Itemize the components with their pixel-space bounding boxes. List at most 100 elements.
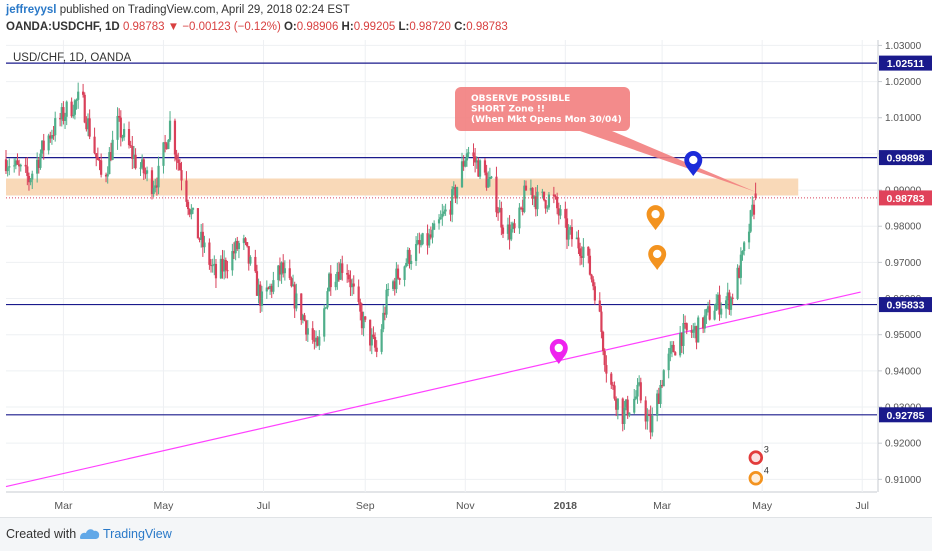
candle	[278, 257, 282, 282]
candle	[255, 264, 259, 296]
candle-body	[454, 186, 457, 199]
candle-body	[231, 251, 234, 271]
candle	[162, 142, 165, 174]
candle	[237, 240, 241, 259]
candle-body	[362, 316, 365, 329]
short-zone	[6, 178, 799, 196]
candle-body	[295, 293, 298, 309]
candle-body	[644, 400, 647, 422]
candle-body	[214, 263, 218, 279]
candle	[257, 278, 260, 304]
candle-body	[731, 297, 734, 299]
candle	[465, 148, 469, 167]
candle	[341, 255, 344, 281]
candle	[311, 321, 314, 344]
tradingview-brand[interactable]: TradingView	[103, 527, 172, 541]
candle	[13, 158, 16, 173]
candle-body	[395, 268, 398, 290]
candle-body	[392, 281, 395, 289]
price-tag-bg	[879, 297, 932, 313]
candle	[8, 158, 11, 176]
candle	[154, 178, 157, 193]
candle-body	[178, 162, 181, 171]
candle-body	[351, 283, 354, 288]
candle	[47, 133, 50, 155]
candle	[542, 191, 546, 202]
x-tick-label: Jul	[856, 500, 869, 512]
candle	[639, 377, 642, 404]
callout-box	[455, 87, 630, 131]
candle-body	[490, 176, 493, 178]
candle-body	[611, 384, 615, 386]
candle-body	[380, 329, 383, 352]
callout-text-line: OBSERVE POSSIBLE	[471, 94, 570, 104]
candle	[232, 242, 236, 260]
candle	[590, 273, 593, 283]
candle	[580, 246, 583, 265]
candle	[669, 341, 672, 362]
callout-text-line: (When Mkt Opens Mon 30/04)	[471, 115, 622, 125]
candle-body	[359, 301, 362, 312]
candle	[280, 261, 283, 284]
author-link[interactable]: jeffreyysl	[6, 4, 57, 16]
candle	[567, 224, 570, 247]
orange-marker-pin-icon	[648, 244, 667, 270]
candle	[587, 246, 590, 264]
candle	[119, 110, 122, 147]
candle-body	[209, 264, 213, 266]
candle-body	[278, 265, 282, 275]
candle-body	[646, 415, 649, 422]
candle	[659, 380, 662, 408]
candle-body	[570, 227, 574, 240]
candle-body	[474, 156, 477, 163]
tradingview-logo-icon[interactable]	[79, 526, 101, 542]
candle	[268, 283, 272, 295]
candle-body	[410, 260, 413, 265]
candle-body	[382, 312, 385, 330]
level-price-tag: 0.99898	[879, 150, 932, 166]
candle-body	[116, 115, 119, 140]
price-tag-bg	[879, 55, 932, 71]
candle-body	[501, 227, 505, 234]
candle	[150, 167, 154, 200]
candle	[547, 191, 551, 210]
candle-body	[626, 399, 629, 416]
candle	[506, 217, 510, 241]
candle-body	[408, 249, 411, 265]
published-text: published on TradingView.com, April 29, …	[59, 4, 350, 16]
candle-body	[370, 334, 373, 346]
candle	[418, 232, 421, 254]
candle	[314, 330, 318, 348]
candle	[426, 224, 429, 255]
level-price-tag: 1.02511	[879, 55, 932, 71]
candle	[683, 315, 687, 329]
candle	[288, 259, 291, 281]
candle-body	[387, 288, 390, 290]
candle	[196, 208, 200, 239]
candle	[369, 319, 372, 352]
candle	[383, 306, 387, 321]
candle	[441, 203, 444, 226]
candle-body	[290, 278, 293, 287]
candle-body	[329, 273, 332, 288]
candle-body	[477, 160, 480, 177]
x-tick-label: May	[154, 500, 175, 512]
candle-body	[496, 212, 500, 214]
candle-body	[232, 251, 236, 254]
candle-body	[369, 319, 372, 346]
candle	[201, 223, 204, 257]
candle-body	[246, 242, 249, 247]
candle	[164, 135, 167, 153]
candle-body	[506, 224, 510, 234]
candle-body	[605, 365, 608, 374]
candle-body	[452, 186, 455, 190]
candle-body	[85, 122, 88, 130]
candle	[621, 397, 624, 432]
candle	[132, 145, 136, 169]
candle	[501, 224, 505, 238]
candle-body	[616, 398, 619, 410]
candle-body	[662, 370, 665, 387]
candle	[408, 247, 411, 269]
y-tick-label: 0.91000	[885, 475, 922, 486]
